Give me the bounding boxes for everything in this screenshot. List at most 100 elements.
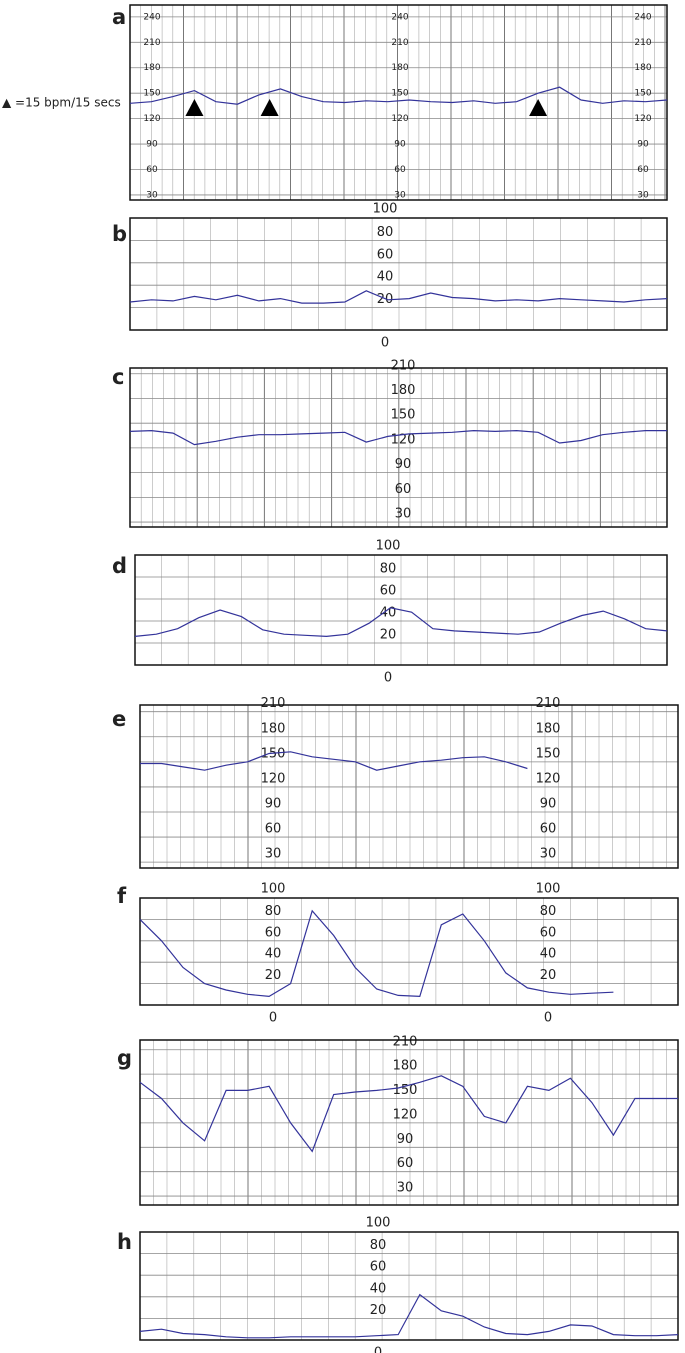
y-tick-label: 60 (370, 1260, 387, 1275)
y-tick-label: 120 (391, 114, 408, 124)
y-tick-label: 180 (391, 383, 416, 398)
y-tick-label: 120 (143, 114, 160, 124)
y-tick-label: 30 (540, 847, 557, 862)
trace (139, 1293, 679, 1339)
y-tick-label: 20 (265, 968, 282, 983)
y-tick-label: 60 (380, 584, 397, 599)
y-tick-label: 40 (377, 270, 394, 285)
y-tick-label: 0 (381, 336, 389, 351)
panel-frame (139, 1039, 679, 1206)
y-tick-label: 180 (536, 721, 561, 736)
y-tick-label: 60 (394, 165, 406, 175)
panel-label: f (117, 884, 127, 908)
y-tick-label: 80 (540, 904, 557, 919)
y-tick-label: 60 (395, 482, 412, 497)
y-tick-label: 90 (395, 457, 412, 472)
y-tick-label: 120 (634, 114, 651, 124)
y-tick-label: 60 (637, 165, 649, 175)
y-tick-label: 30 (265, 847, 282, 862)
y-tick-label: 210 (143, 38, 160, 48)
trace (139, 1075, 678, 1153)
y-tick-label: 210 (391, 358, 416, 373)
acceleration-marker (185, 99, 204, 116)
acceleration-marker (260, 99, 279, 116)
y-tick-label: 150 (536, 746, 561, 761)
y-tick-label: 0 (384, 671, 392, 686)
y-tick-label: 40 (540, 947, 557, 962)
y-tick-label: 20 (540, 968, 557, 983)
y-tick-label: 20 (380, 628, 397, 643)
panel-label: b (112, 222, 127, 246)
y-tick-label: 30 (397, 1181, 414, 1196)
y-tick-label: 60 (265, 925, 282, 940)
y-tick-label: 180 (143, 63, 160, 73)
panel-frame (129, 217, 668, 331)
y-tick-label: 60 (397, 1156, 414, 1171)
y-tick-label: 90 (397, 1132, 414, 1147)
panel-label: e (112, 707, 126, 731)
panel-label: a (112, 5, 126, 29)
y-tick-label: 80 (370, 1238, 387, 1253)
y-tick-label: 100 (536, 882, 561, 897)
y-tick-label: 90 (146, 140, 158, 150)
y-tick-label: 180 (261, 721, 286, 736)
y-tick-label: 100 (376, 539, 401, 554)
y-tick-label: 40 (265, 947, 282, 962)
y-tick-label: 180 (634, 63, 651, 73)
y-tick-label: 180 (391, 63, 408, 73)
y-tick-label: 90 (637, 140, 649, 150)
y-tick-label: 90 (265, 796, 282, 811)
y-tick-label: 60 (540, 822, 557, 837)
y-tick-label: 240 (143, 12, 160, 22)
y-tick-label: 90 (540, 796, 557, 811)
panel-frame (129, 4, 668, 201)
y-tick-label: 240 (391, 12, 408, 22)
y-tick-label: 150 (634, 89, 651, 99)
trace (140, 751, 528, 771)
y-tick-label: 20 (377, 292, 394, 307)
y-tick-label: 30 (395, 507, 412, 522)
y-tick-label: 60 (265, 822, 282, 837)
y-tick-label: 150 (143, 89, 160, 99)
y-tick-label: 40 (370, 1281, 387, 1296)
y-tick-label: 30 (146, 190, 158, 200)
y-tick-label: 150 (391, 89, 408, 99)
y-tick-label: 120 (393, 1107, 418, 1122)
panel-label: g (117, 1046, 132, 1070)
y-tick-label: 120 (391, 432, 416, 447)
trace (139, 909, 614, 998)
y-tick-label: 40 (380, 606, 397, 621)
y-tick-label: 150 (393, 1083, 418, 1098)
y-tick-label: 150 (391, 408, 416, 423)
y-tick-label: 60 (540, 925, 557, 940)
acceleration-marker (529, 99, 548, 116)
panel-frame (129, 367, 668, 528)
y-tick-label: 210 (634, 38, 651, 48)
panel-label: h (117, 1230, 132, 1254)
y-tick-label: 210 (391, 38, 408, 48)
y-tick-label: 100 (373, 202, 398, 217)
y-tick-label: 120 (536, 771, 561, 786)
y-tick-label: 30 (394, 190, 406, 200)
y-tick-label: 90 (394, 140, 406, 150)
y-tick-label: 210 (393, 1034, 418, 1049)
y-tick-label: 0 (269, 1011, 277, 1026)
y-tick-label: 150 (261, 746, 286, 761)
panel-frame (139, 897, 679, 1006)
y-tick-label: 240 (634, 12, 651, 22)
trace (134, 607, 668, 638)
y-tick-label: 210 (261, 696, 286, 711)
trace (129, 86, 668, 105)
panel-label: d (112, 554, 127, 578)
panel-label: c (112, 365, 124, 389)
y-tick-label: 20 (370, 1303, 387, 1318)
panel-frame (139, 1231, 679, 1341)
y-tick-label: 0 (544, 1011, 552, 1026)
y-tick-label: 80 (377, 225, 394, 240)
trace (129, 429, 667, 446)
y-tick-label: 100 (366, 1216, 391, 1231)
y-tick-label: 0 (374, 1346, 382, 1353)
annotation: ▲ =15 bpm/15 secs (2, 96, 121, 110)
y-tick-label: 60 (146, 165, 158, 175)
